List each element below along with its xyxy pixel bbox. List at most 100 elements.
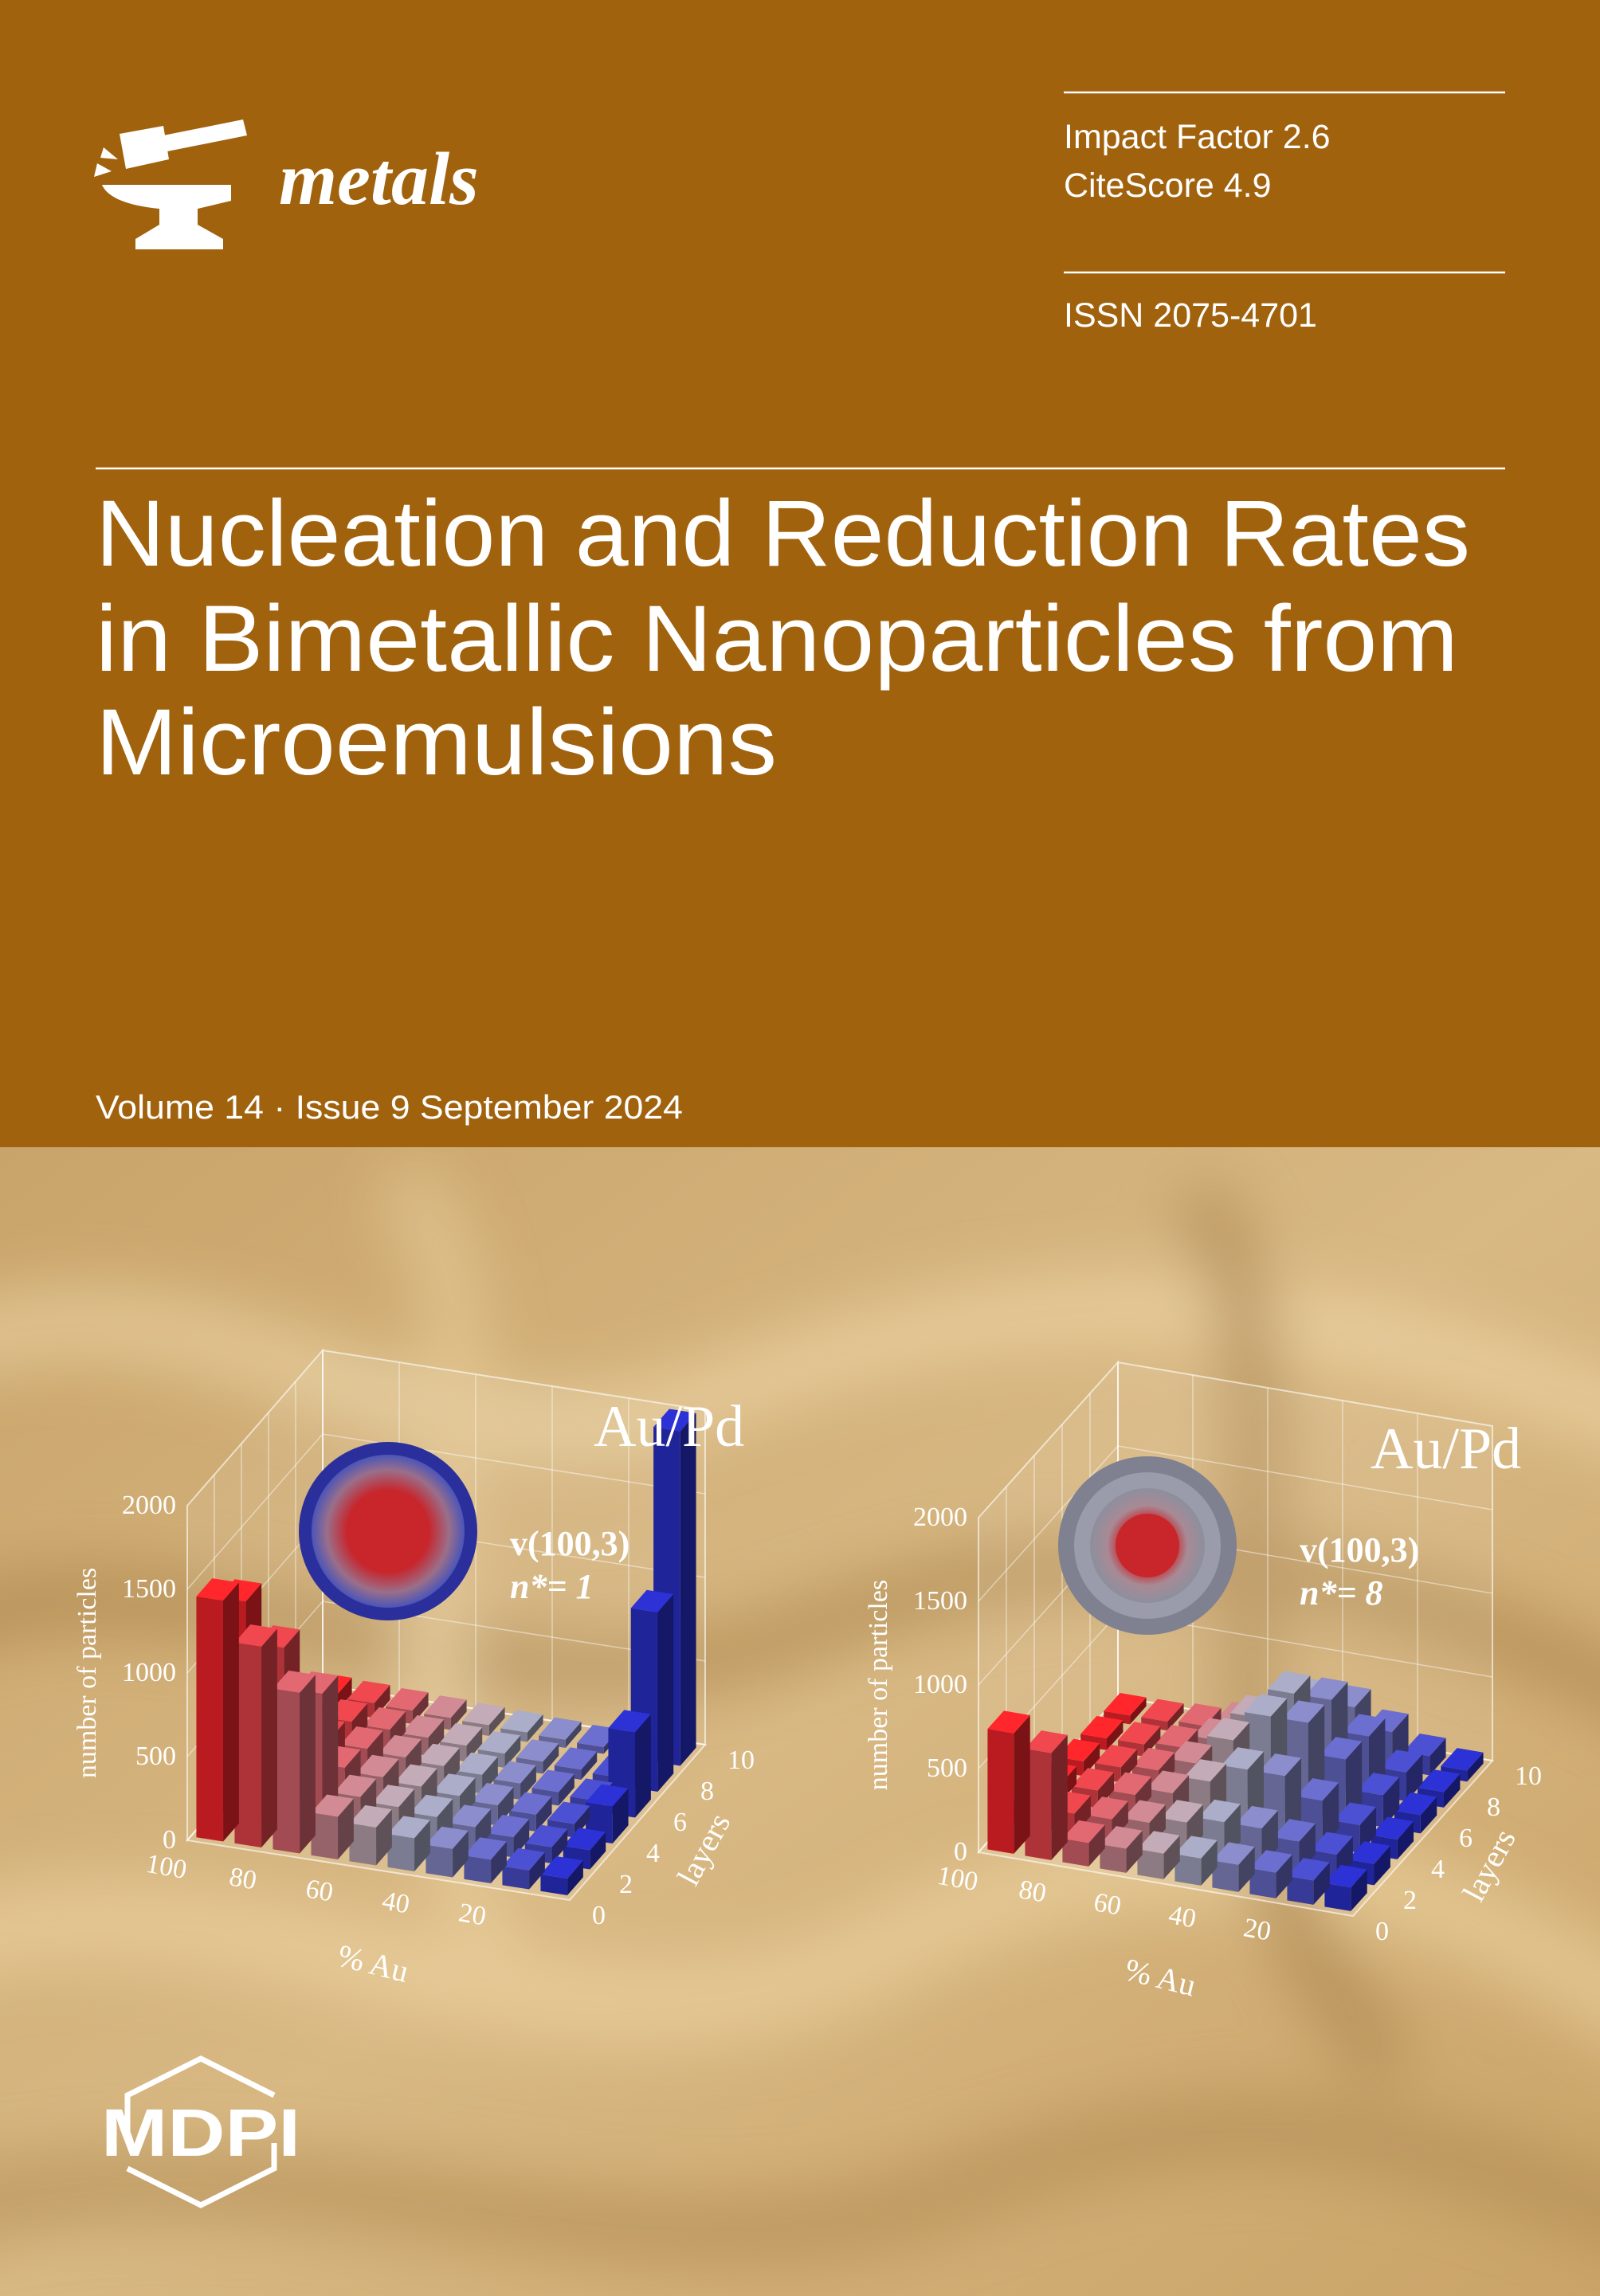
issue-info: Volume 14 · Issue 9 September 2024 bbox=[96, 1088, 683, 1126]
bar-top bbox=[349, 1804, 392, 1828]
bar-top bbox=[1268, 1671, 1311, 1694]
bar-side bbox=[635, 1714, 651, 1818]
bar-top bbox=[1206, 1718, 1250, 1741]
bar-top bbox=[1085, 1796, 1128, 1820]
figure-title: Au/Pd bbox=[1371, 1416, 1521, 1482]
journal-name: metals bbox=[279, 138, 479, 221]
bar-top bbox=[1141, 1698, 1184, 1722]
bar-side bbox=[1088, 1824, 1105, 1867]
bar-top bbox=[273, 1670, 316, 1693]
bar-top bbox=[1347, 1841, 1390, 1864]
z-tick-label: 2 bbox=[619, 1870, 633, 1899]
bar-top bbox=[547, 1801, 590, 1824]
bar-decoration bbox=[477, 1731, 521, 1768]
bar-side bbox=[1322, 1782, 1339, 1847]
bar-side bbox=[261, 1628, 277, 1847]
bar-top bbox=[363, 1707, 406, 1730]
bar-top bbox=[196, 1578, 239, 1601]
publisher-name: MDPI bbox=[101, 2095, 300, 2170]
bar-decoration bbox=[554, 1747, 598, 1780]
bar-top bbox=[371, 1785, 415, 1808]
bar-decoration bbox=[1212, 1842, 1255, 1892]
bar-top bbox=[539, 1717, 582, 1740]
bar-top bbox=[540, 1856, 583, 1879]
bar-front bbox=[234, 1642, 262, 1847]
bar-front bbox=[349, 1823, 377, 1866]
bar-top bbox=[311, 1794, 354, 1817]
bar-side bbox=[1106, 1720, 1124, 1750]
y-tick-label: 0 bbox=[163, 1825, 176, 1855]
particle-diagram bbox=[299, 1442, 477, 1620]
bar-side bbox=[1406, 1753, 1423, 1801]
bar-top bbox=[1319, 1737, 1363, 1760]
bar-side bbox=[412, 1692, 429, 1724]
bar-decoration bbox=[1137, 1831, 1180, 1879]
bar-side bbox=[491, 1841, 507, 1883]
bar-front bbox=[387, 1834, 415, 1871]
y-tick-label: 1500 bbox=[122, 1574, 176, 1604]
bar-top bbox=[500, 1710, 543, 1733]
bar-front bbox=[1287, 1875, 1314, 1905]
bar-front bbox=[539, 1735, 566, 1748]
bar-front bbox=[577, 1742, 604, 1754]
bar-top bbox=[509, 1792, 552, 1815]
bar-front bbox=[987, 1729, 1014, 1854]
bar-side bbox=[1345, 1741, 1363, 1821]
bar-top bbox=[1394, 1792, 1437, 1816]
bar-front bbox=[1062, 1838, 1089, 1867]
bar-top bbox=[608, 1710, 651, 1733]
bar-top bbox=[1183, 1759, 1227, 1782]
x-tick-label: 40 bbox=[380, 1886, 412, 1919]
bar-decoration bbox=[539, 1717, 582, 1748]
bar-side bbox=[223, 1582, 239, 1842]
y-tick-label: 1000 bbox=[913, 1670, 967, 1699]
bar-top bbox=[462, 1702, 505, 1726]
bar-top bbox=[1108, 1772, 1152, 1795]
bar-side bbox=[1443, 1773, 1461, 1808]
bar-side bbox=[376, 1809, 392, 1866]
bar-side bbox=[1014, 1714, 1030, 1854]
bar-top bbox=[1343, 1714, 1386, 1737]
bar-top bbox=[1146, 1770, 1190, 1793]
figure-nucleus: n*= 8 bbox=[1300, 1573, 1383, 1612]
bar-top bbox=[586, 1784, 629, 1807]
bar-top bbox=[1175, 1836, 1218, 1859]
article-title-line: in Bimetallic Nanoparticles from bbox=[96, 586, 1458, 692]
bar-side bbox=[1429, 1738, 1446, 1776]
bar-top bbox=[464, 1837, 507, 1860]
x-tick-label: 60 bbox=[1092, 1887, 1124, 1921]
bar-top bbox=[1118, 1722, 1161, 1745]
bar-side bbox=[450, 1699, 467, 1730]
bar-side bbox=[1359, 1807, 1377, 1853]
bar-top bbox=[1131, 1747, 1175, 1771]
bar-top bbox=[1094, 1745, 1138, 1768]
bar-front bbox=[1100, 1843, 1127, 1873]
bar-top bbox=[1057, 1738, 1100, 1761]
x-tick-label: 20 bbox=[1241, 1913, 1273, 1946]
bar-top bbox=[1244, 1694, 1288, 1717]
x-tick-label: 40 bbox=[1167, 1900, 1198, 1934]
bar-side bbox=[1083, 1743, 1100, 1777]
bar-top bbox=[1310, 1832, 1353, 1855]
bar-side bbox=[513, 1819, 530, 1858]
wall-grid bbox=[978, 1445, 1493, 1602]
bar-side bbox=[1397, 1821, 1414, 1859]
bar-top bbox=[1356, 1773, 1400, 1796]
bar-decoration bbox=[196, 1578, 239, 1842]
bar-top bbox=[455, 1752, 498, 1775]
bar-top bbox=[1273, 1819, 1316, 1842]
x-tick-label: 60 bbox=[304, 1874, 335, 1907]
bar-top bbox=[502, 1847, 545, 1871]
bar-decoration bbox=[311, 1794, 354, 1859]
bar-top bbox=[417, 1743, 460, 1766]
z-tick-label: 4 bbox=[646, 1839, 660, 1868]
z-tick-label: 10 bbox=[1515, 1761, 1542, 1791]
bar-top bbox=[1198, 1799, 1241, 1823]
bar-front bbox=[311, 1812, 339, 1859]
x-tick-label: 80 bbox=[1017, 1875, 1049, 1908]
bar-side bbox=[488, 1706, 505, 1736]
bar-top bbox=[531, 1769, 575, 1793]
bar-decoration bbox=[1104, 1693, 1147, 1725]
bar-front bbox=[502, 1866, 530, 1890]
